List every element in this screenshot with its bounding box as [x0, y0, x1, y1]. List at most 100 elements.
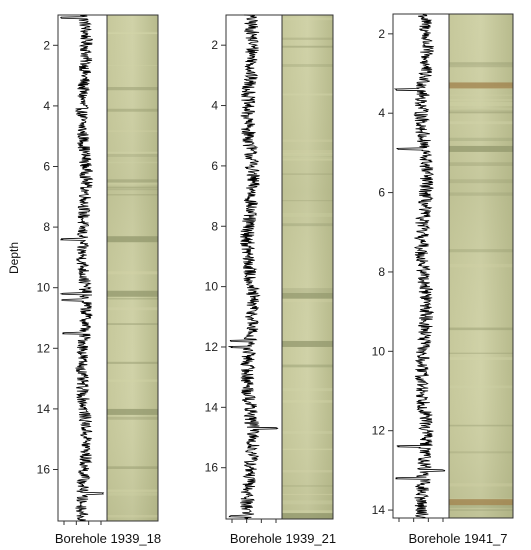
core-lamination: [107, 379, 158, 382]
core-frame: [281, 14, 334, 520]
core-lamination: [449, 424, 513, 427]
core-lamination: [282, 500, 333, 505]
core-lamination: [449, 352, 513, 354]
core-lamination: [107, 193, 158, 196]
core-lamination: [282, 149, 333, 154]
core-lamination: [282, 200, 333, 202]
y-tick-label: 2: [43, 38, 50, 52]
borehole-caption: Borehole 1939_18: [55, 531, 161, 546]
core-lamination: [449, 162, 513, 166]
core-lamination: [449, 137, 513, 142]
core-lamination: [449, 179, 513, 184]
core-lamination: [282, 298, 333, 303]
core-lamination: [449, 62, 513, 65]
log-curve: [393, 13, 446, 519]
core-frame: [448, 13, 514, 519]
y-tick-label: 2: [211, 38, 218, 52]
core-lamination: [449, 99, 513, 101]
y-tick-label: 16: [205, 461, 219, 475]
core-lamination: [107, 130, 158, 132]
core-lamination: [282, 223, 333, 227]
borehole-caption: Borehole 1939_21: [230, 531, 336, 546]
core-lamination: [449, 357, 513, 360]
core-band: [282, 512, 333, 519]
y-tick-label: 8: [378, 265, 385, 279]
core-lamination: [449, 102, 513, 107]
core-lamination: [282, 93, 333, 96]
core-lamination: [107, 416, 158, 420]
panel-borehole-1941-7: 2 4 6 8 10 12 14 Borehole 1941_7: [372, 13, 514, 546]
core-lamination: [282, 400, 333, 403]
y-tick-label: 12: [37, 341, 51, 355]
core-lamination: [449, 249, 513, 253]
y-tick-label: 4: [211, 99, 218, 113]
core-band: [107, 290, 158, 297]
depth-axis: 2 4 6 8 10 12 14 16: [37, 14, 108, 525]
y-tick-label: 12: [205, 340, 219, 354]
core-lamination: [282, 510, 333, 514]
core-image: [106, 14, 159, 522]
core-frame: [106, 14, 159, 522]
core-lamination: [449, 121, 513, 125]
core-image: [448, 13, 514, 519]
core-lamination: [107, 108, 158, 112]
core-shading: [282, 15, 333, 519]
core-lamination: [107, 307, 158, 311]
core-lamination: [449, 94, 513, 96]
panel-borehole-1939-21: 2 4 6 8 10 12 14 16 Borehole 1939_21: [205, 14, 336, 546]
core-lamination: [282, 448, 333, 451]
y-tick-label: 14: [37, 402, 51, 416]
core-lamination: [449, 451, 513, 454]
core-lamination: [107, 182, 158, 185]
core-lamination: [449, 483, 513, 487]
core-shading: [449, 14, 513, 518]
core-lamination: [107, 87, 158, 91]
y-tick-label: 14: [205, 400, 219, 414]
core-band: [449, 499, 513, 506]
core-lamination: [282, 213, 333, 217]
core-band: [449, 82, 513, 89]
log-curve: [59, 14, 105, 522]
core-lamination: [107, 492, 158, 496]
y-tick-label: 2: [378, 27, 385, 41]
core-lamination: [282, 388, 333, 392]
y-axis-label: Depth: [7, 242, 21, 274]
core-lamination: [107, 32, 158, 35]
core-lamination: [107, 271, 158, 275]
core-lamination: [282, 153, 333, 157]
borehole-caption: Borehole 1941_7: [408, 531, 507, 546]
core-lamination: [449, 263, 513, 268]
core-lamination: [282, 173, 333, 175]
core-lamination: [282, 45, 333, 48]
core-lamination: [449, 505, 513, 508]
core-lamination: [449, 385, 513, 389]
core-lamination: [282, 470, 333, 473]
core-lamination: [449, 108, 513, 113]
core-lamination: [107, 186, 158, 189]
core-lamination: [282, 158, 333, 161]
log-curve: [228, 14, 279, 520]
core-band: [107, 408, 158, 415]
trace-frame: [225, 14, 283, 520]
core-lamination: [282, 431, 333, 434]
core-lamination: [107, 161, 158, 164]
core-lamination: [107, 151, 158, 154]
core-lamination: [449, 192, 513, 196]
core-lamination: [449, 111, 513, 114]
core-lamination: [282, 493, 333, 496]
core-lamination: [107, 298, 158, 300]
y-tick-label: 12: [372, 424, 386, 438]
y-tick-label: 8: [211, 219, 218, 233]
y-tick-label: 10: [205, 280, 219, 294]
core-band: [449, 145, 513, 152]
y-tick-label: 4: [43, 99, 50, 113]
core-lamination: [449, 509, 513, 511]
core-lamination: [107, 154, 158, 157]
core-lamination: [282, 139, 333, 142]
y-tick-label: 6: [43, 159, 50, 173]
core-lamination: [282, 37, 333, 40]
core-lamination: [107, 323, 158, 325]
y-tick-label: 10: [372, 344, 386, 358]
core-lamination: [449, 108, 513, 111]
